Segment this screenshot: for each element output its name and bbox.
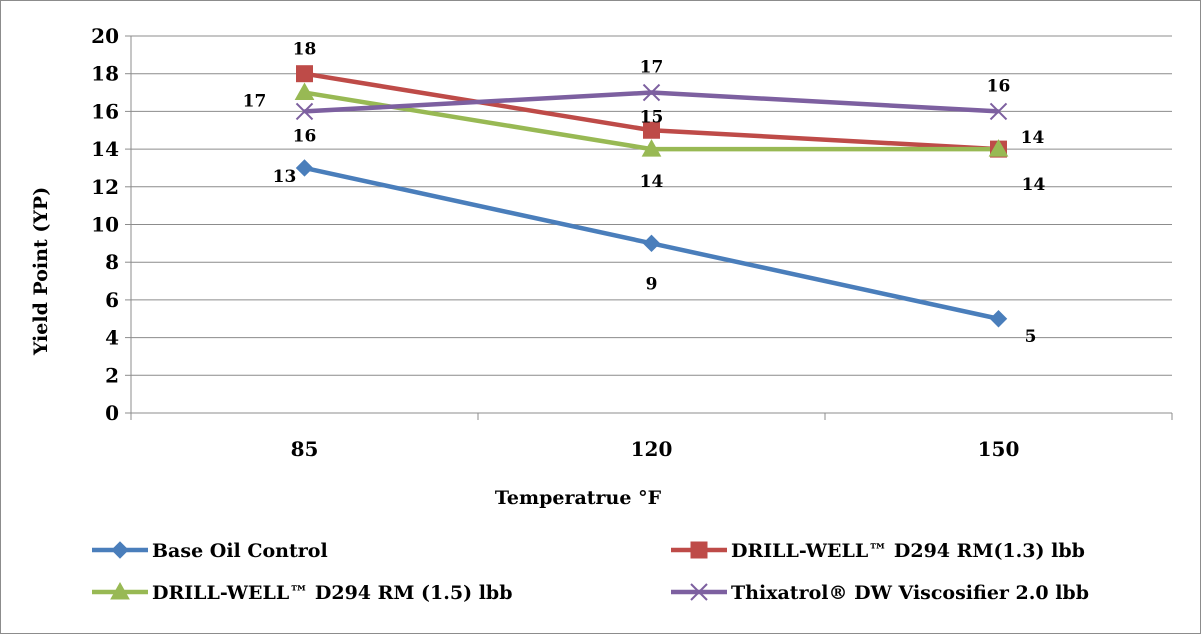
y-tick-label: 2 — [105, 363, 119, 387]
data-point-marker — [989, 102, 1008, 121]
legend-item: DRILL-WELL™ D294 RM (1.5) lbb — [92, 581, 513, 604]
data-point-marker — [295, 102, 314, 121]
x-tick-label: 150 — [978, 437, 1020, 461]
series-markers — [294, 65, 1009, 328]
legend-item: Base Oil Control — [92, 540, 328, 562]
data-point-marker — [641, 139, 662, 157]
y-tick-label: 6 — [105, 288, 119, 312]
legend-swatch-marker — [111, 541, 129, 559]
data-label: 14 — [640, 172, 664, 192]
data-label: 13 — [273, 167, 297, 187]
data-label: 17 — [243, 92, 267, 112]
legend-item: Thixatrol® DW Viscosifier 2.0 lbb — [671, 582, 1089, 604]
data-point-marker — [294, 82, 315, 101]
data-label: 14 — [1022, 175, 1046, 195]
x-tick-label: 120 — [631, 437, 673, 461]
legend-label: Thixatrol® DW Viscosifier 2.0 lbb — [731, 582, 1089, 604]
y-axis-label: Yield Point (YP) — [30, 187, 52, 356]
data-point-marker — [642, 83, 661, 102]
data-labels: 13 9 5 18 15 14 17 14 14 16 17 16 — [243, 40, 1046, 347]
data-label: 15 — [640, 107, 664, 127]
data-point-marker — [988, 139, 1009, 157]
data-label: 5 — [1025, 327, 1037, 347]
y-tick-label: 14 — [91, 137, 119, 161]
y-tick-labels: 0 2 4 6 8 10 12 14 16 18 20 — [91, 24, 119, 425]
axes — [125, 35, 1173, 420]
y-tick-label: 16 — [91, 99, 119, 123]
data-label: 16 — [293, 126, 317, 146]
y-tick-label: 10 — [91, 213, 119, 237]
y-tick-label: 4 — [105, 326, 119, 350]
data-point-marker — [643, 121, 660, 139]
y-tick-label: 18 — [91, 62, 119, 86]
legend-label: DRILL-WELL™ D294 RM (1.5) lbb — [152, 582, 513, 604]
legend-label: DRILL-WELL™ D294 RM(1.3) lbb — [731, 540, 1085, 562]
y-tick-label: 20 — [91, 24, 119, 48]
legend-swatch-marker — [690, 541, 708, 559]
y-tick-label: 12 — [91, 175, 119, 199]
data-label: 17 — [640, 58, 664, 78]
data-point-marker — [296, 65, 313, 83]
data-label: 16 — [987, 76, 1011, 96]
data-point-marker — [642, 234, 661, 253]
y-tick-label: 0 — [105, 401, 119, 425]
data-point-marker — [989, 310, 1008, 328]
data-label: 18 — [293, 40, 317, 60]
legend-swatch-marker — [690, 583, 708, 601]
data-label: 9 — [646, 274, 658, 294]
legend-item: DRILL-WELL™ D294 RM(1.3) lbb — [671, 540, 1085, 562]
x-tick-label: 85 — [291, 437, 319, 461]
y-tick-label: 8 — [105, 250, 119, 274]
x-tick-labels: 85 120 150 — [291, 437, 1020, 461]
data-point-marker — [295, 159, 314, 177]
legend-swatch-marker — [110, 581, 130, 600]
gridlines — [131, 35, 1172, 376]
legend-label: Base Oil Control — [152, 540, 328, 562]
data-label: 14 — [1021, 128, 1045, 148]
legend: Base Oil Control DRILL-WELL™ D294 RM(1.3)… — [92, 540, 1089, 604]
x-axis-label: Temperatrue °F — [495, 487, 662, 509]
